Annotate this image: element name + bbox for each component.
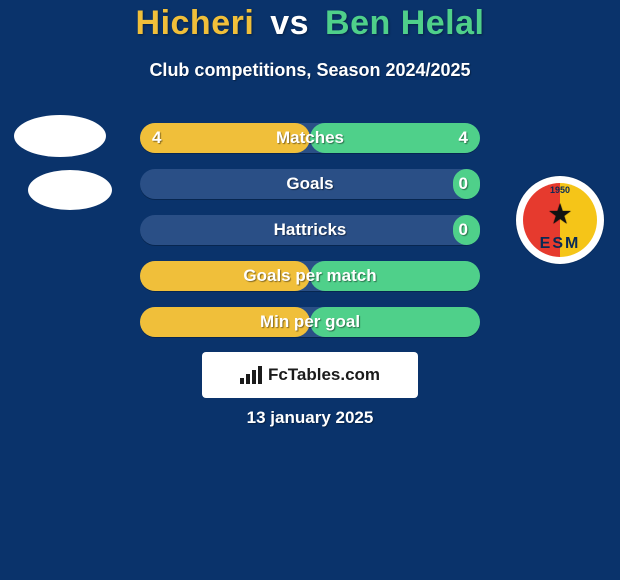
title-vs: vs <box>270 4 309 42</box>
stat-label: Goals <box>140 169 480 199</box>
stat-value-right: 4 <box>459 123 468 153</box>
stat-label: Hattricks <box>140 215 480 245</box>
badge-year: 1950 <box>523 185 597 195</box>
stat-label: Min per goal <box>140 307 480 337</box>
branding-box: FcTables.com <box>202 352 418 398</box>
player2-club-badge: 1950 ★ ESM <box>516 176 604 264</box>
branding-text: FcTables.com <box>268 365 380 385</box>
stat-row-min-per-goal: Min per goal <box>140 307 480 337</box>
title-player2: Ben Helal <box>325 4 484 42</box>
stat-label: Matches <box>140 123 480 153</box>
comparison-canvas: Hicheri vs Ben Helal Club competitions, … <box>0 0 620 580</box>
stat-value-left: 4 <box>152 123 161 153</box>
stat-value-right: 0 <box>459 215 468 245</box>
badge-letters: ESM <box>523 235 597 253</box>
stat-row-matches: Matches4 4 <box>140 123 480 153</box>
stat-row-hattricks: Hattricks0 <box>140 215 480 245</box>
subtitle: Club competitions, Season 2024/2025 <box>0 60 620 81</box>
page-title: Hicheri vs Ben Helal <box>0 4 620 43</box>
badge-star-icon: ★ <box>547 198 572 231</box>
date-text: 13 january 2025 <box>0 408 620 428</box>
stat-row-goals-per-match: Goals per match <box>140 261 480 291</box>
stat-value-right: 0 <box>459 169 468 199</box>
player1-avatar-placeholder-1 <box>14 115 106 157</box>
bar-chart-icon <box>240 366 262 384</box>
stat-label: Goals per match <box>140 261 480 291</box>
title-player1: Hicheri <box>136 4 255 42</box>
player1-avatar-placeholder-2 <box>28 170 112 210</box>
stat-row-goals: Goals0 <box>140 169 480 199</box>
esm-badge-icon: 1950 ★ ESM <box>523 183 597 257</box>
